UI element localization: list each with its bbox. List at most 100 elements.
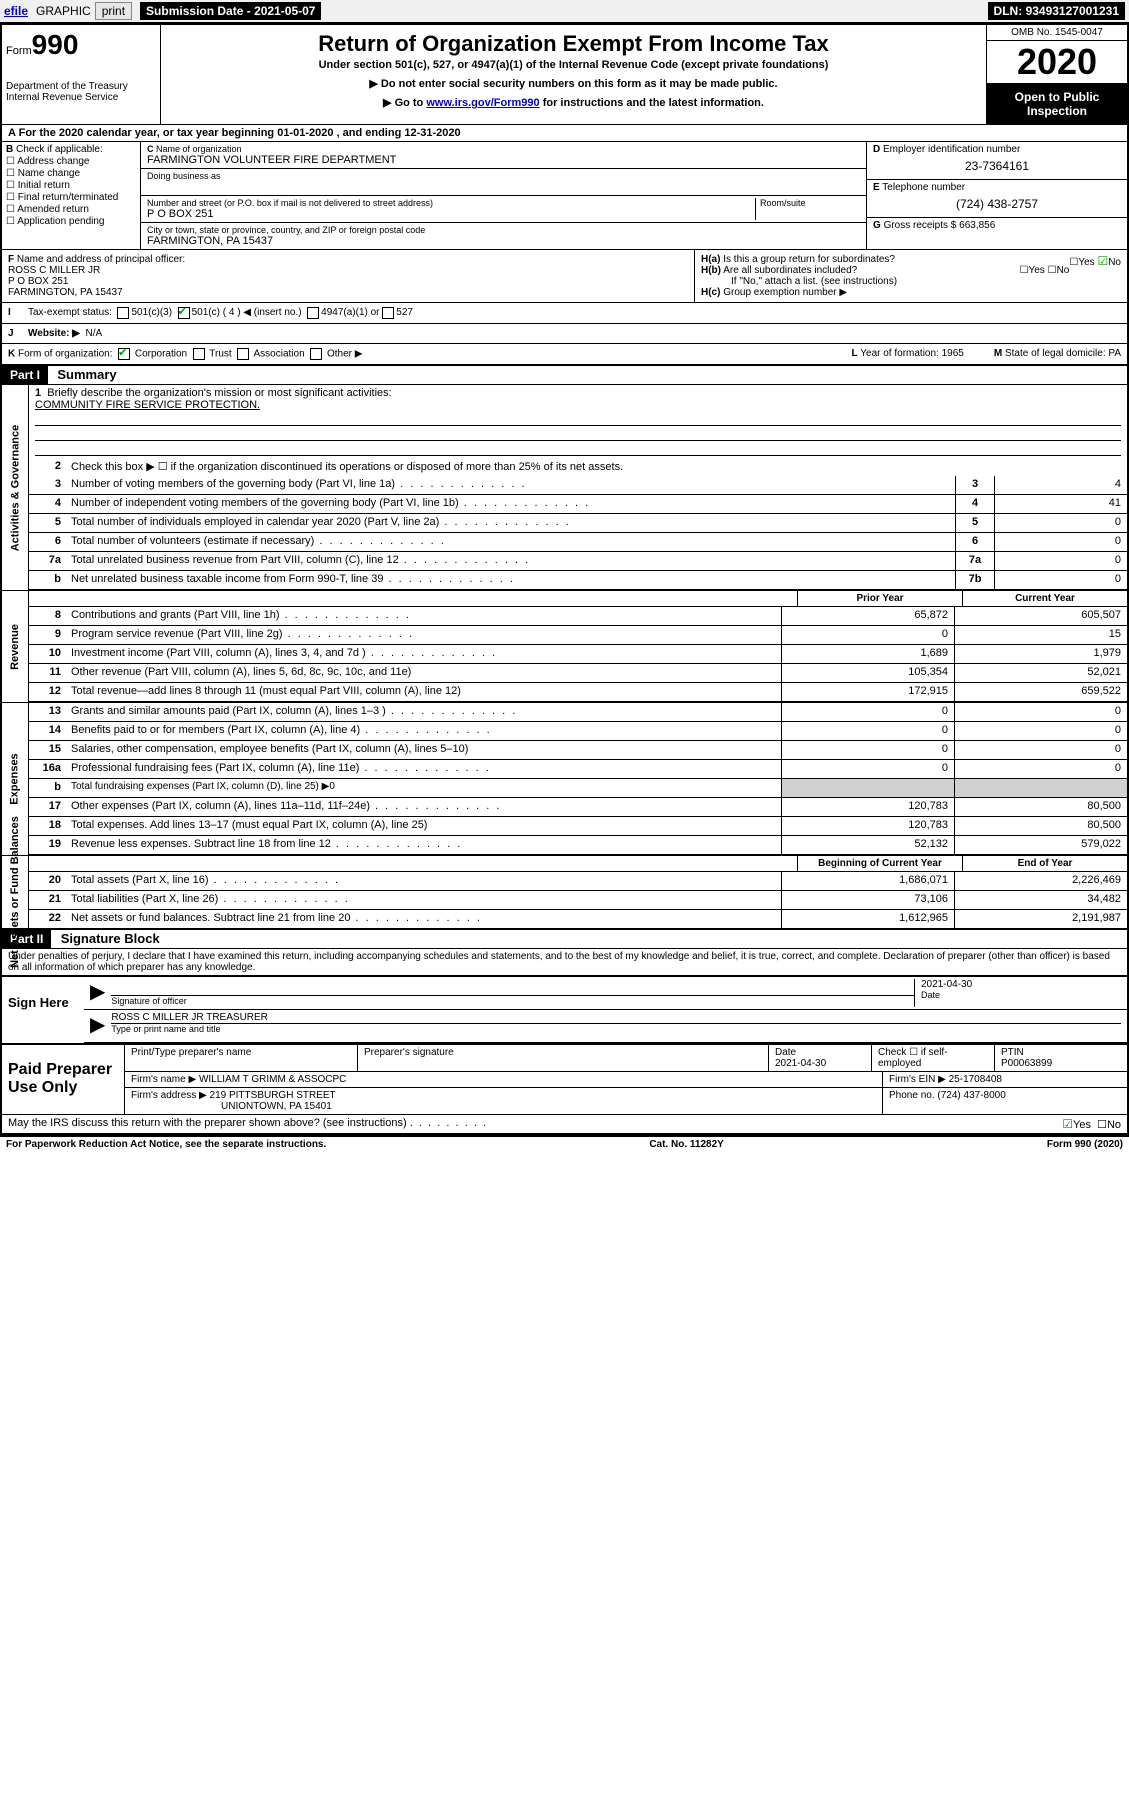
chk-other[interactable] xyxy=(310,348,322,360)
l16a-prior: 0 xyxy=(781,760,954,778)
line7a: 7aTotal unrelated business revenue from … xyxy=(29,552,1127,571)
ha-text: Is this a group return for subordinates? xyxy=(723,254,895,265)
firm-ein: 25-1708408 xyxy=(949,1074,1002,1085)
l9-curr: 15 xyxy=(954,626,1127,644)
l21-text: Total liabilities (Part X, line 26) xyxy=(67,891,781,909)
l7b-text: Net unrelated business taxable income fr… xyxy=(67,571,955,589)
dept-label: Department of the Treasury xyxy=(6,81,156,92)
firm-addr1: 219 PITTSBURGH STREET xyxy=(210,1090,336,1101)
addr-label: Number and street (or P.O. box if mail i… xyxy=(147,198,755,208)
f-name: ROSS C MILLER JR xyxy=(8,265,100,276)
part1-label: Part I xyxy=(2,366,48,384)
line19: 19Revenue less expenses. Subtract line 1… xyxy=(29,836,1127,855)
footer-row: For Paperwork Reduction Act Notice, see … xyxy=(0,1135,1129,1152)
chk-4947[interactable] xyxy=(307,307,319,319)
l12-text: Total revenue—add lines 8 through 11 (mu… xyxy=(67,683,781,701)
instr2-link[interactable]: www.irs.gov/Form990 xyxy=(426,97,539,109)
h-note: If "No," attach a list. (see instruction… xyxy=(701,276,897,287)
form-subtitle: Under section 501(c), 527, or 4947(a)(1)… xyxy=(165,59,982,71)
l8-text: Contributions and grants (Part VIII, lin… xyxy=(67,607,781,625)
chk-name[interactable]: Name change xyxy=(6,168,136,179)
line9: 9Program service revenue (Part VIII, lin… xyxy=(29,626,1127,645)
chk-527[interactable] xyxy=(382,307,394,319)
chk-trust[interactable] xyxy=(193,348,205,360)
l15-text: Salaries, other compensation, employee b… xyxy=(67,741,781,759)
column-b: B Check if applicable: Address change Na… xyxy=(2,142,141,249)
print-button[interactable]: print xyxy=(95,2,132,20)
org-name-label: Name of organization xyxy=(156,144,242,154)
instr2-post: for instructions and the latest informat… xyxy=(540,97,764,109)
opt-527: 527 xyxy=(396,307,413,319)
ptin-val: P00063899 xyxy=(1001,1058,1052,1069)
dba-cell: Doing business as xyxy=(141,169,866,196)
id-block: B Check if applicable: Address change Na… xyxy=(2,142,1127,250)
l11-prior: 105,354 xyxy=(781,664,954,682)
l14-curr: 0 xyxy=(954,722,1127,740)
l6-val: 0 xyxy=(994,533,1127,551)
addr-val: P O BOX 251 xyxy=(147,208,755,220)
org-name: FARMINGTON VOLUNTEER FIRE DEPARTMENT xyxy=(147,154,860,166)
f-city: FARMINGTON, PA 15437 xyxy=(8,287,123,298)
l3-num: 3 xyxy=(955,476,994,494)
l13-prior: 0 xyxy=(781,703,954,721)
firm-addr2: UNIONTOWN, PA 15401 xyxy=(131,1101,332,1112)
sig-date-label: Date xyxy=(921,990,940,1000)
instr2: Go to www.irs.gov/Form990 for instructio… xyxy=(165,96,982,109)
chk-amended[interactable]: Amended return xyxy=(6,204,136,215)
part2-title: Signature Block xyxy=(55,931,160,946)
discuss-text: May the IRS discuss this return with the… xyxy=(8,1117,407,1131)
ha-no: No xyxy=(1108,257,1121,268)
chk-corp[interactable] xyxy=(118,348,130,360)
l20-text: Total assets (Part X, line 16) xyxy=(67,872,781,890)
line16a: 16aProfessional fundraising fees (Part I… xyxy=(29,760,1127,779)
column-d: D Employer identification number 23-7364… xyxy=(867,142,1127,249)
firm-addr-label: Firm's address ▶ xyxy=(131,1090,207,1101)
efile-link[interactable]: efile xyxy=(4,4,28,18)
column-c: C Name of organization FARMINGTON VOLUNT… xyxy=(141,142,867,249)
l20-begin: 1,686,071 xyxy=(781,872,954,890)
ptin-label: PTIN xyxy=(1001,1047,1024,1058)
arrow-icon-2: ▶ xyxy=(90,1012,111,1040)
b-label: Check if applicable: xyxy=(16,144,103,155)
room-label: Room/suite xyxy=(760,198,860,208)
calendar-year-text: For the 2020 calendar year, or tax year … xyxy=(19,127,461,139)
ein-cell: D Employer identification number 23-7364… xyxy=(867,142,1127,180)
dba-label: Doing business as xyxy=(147,171,860,181)
paid-label: Paid Preparer Use Only xyxy=(2,1045,125,1114)
chk-assoc[interactable] xyxy=(237,348,249,360)
ein-label: Employer identification number xyxy=(883,144,1020,155)
chk-final[interactable]: Final return/terminated xyxy=(6,192,136,203)
line22: 22Net assets or fund balances. Subtract … xyxy=(29,910,1127,928)
m-label: State of legal domicile: xyxy=(1005,348,1106,359)
header-center: Return of Organization Exempt From Incom… xyxy=(161,25,987,124)
submission-label: Submission Date xyxy=(146,4,243,18)
paid-date-label: Date xyxy=(775,1047,796,1058)
prep-sig-hdr: Preparer's signature xyxy=(358,1045,769,1071)
line11: 11Other revenue (Part VIII, column (A), … xyxy=(29,664,1127,683)
hb-yes: Yes xyxy=(1028,265,1044,276)
ein-val: 23-7364161 xyxy=(873,155,1121,177)
side-exp-text: Expenses xyxy=(9,753,21,804)
dln-value: 93493127001231 xyxy=(1026,4,1119,18)
prior-year-hdr: Prior Year xyxy=(797,591,962,606)
opt-corp: Corporation xyxy=(135,349,187,360)
tel-label: Telephone number xyxy=(882,182,965,193)
l16b-curr xyxy=(954,779,1127,797)
officer-name: ROSS C MILLER JR TREASURER xyxy=(111,1012,1121,1024)
line12: 12Total revenue—add lines 8 through 11 (… xyxy=(29,683,1127,702)
chk-pending[interactable]: Application pending xyxy=(6,216,136,227)
chk-501c[interactable] xyxy=(178,307,190,319)
chk-501c3[interactable] xyxy=(117,307,129,319)
opt-4947: 4947(a)(1) or xyxy=(321,307,379,319)
j-val: N/A xyxy=(86,328,103,339)
sign-here-block: Sign Here ▶ Signature of officer 2021-04… xyxy=(2,975,1127,1043)
line14: 14Benefits paid to or for members (Part … xyxy=(29,722,1127,741)
side-rev: Revenue xyxy=(2,591,29,702)
pra-notice: For Paperwork Reduction Act Notice, see … xyxy=(6,1139,326,1150)
l7a-text: Total unrelated business revenue from Pa… xyxy=(67,552,955,570)
chk-initial[interactable]: Initial return xyxy=(6,180,136,191)
chk-address[interactable]: Address change xyxy=(6,156,136,167)
net-block: Net Assets or Fund Balances Beginning of… xyxy=(2,855,1127,929)
part2-header: Part II Signature Block xyxy=(2,929,1127,949)
l8-curr: 605,507 xyxy=(954,607,1127,625)
